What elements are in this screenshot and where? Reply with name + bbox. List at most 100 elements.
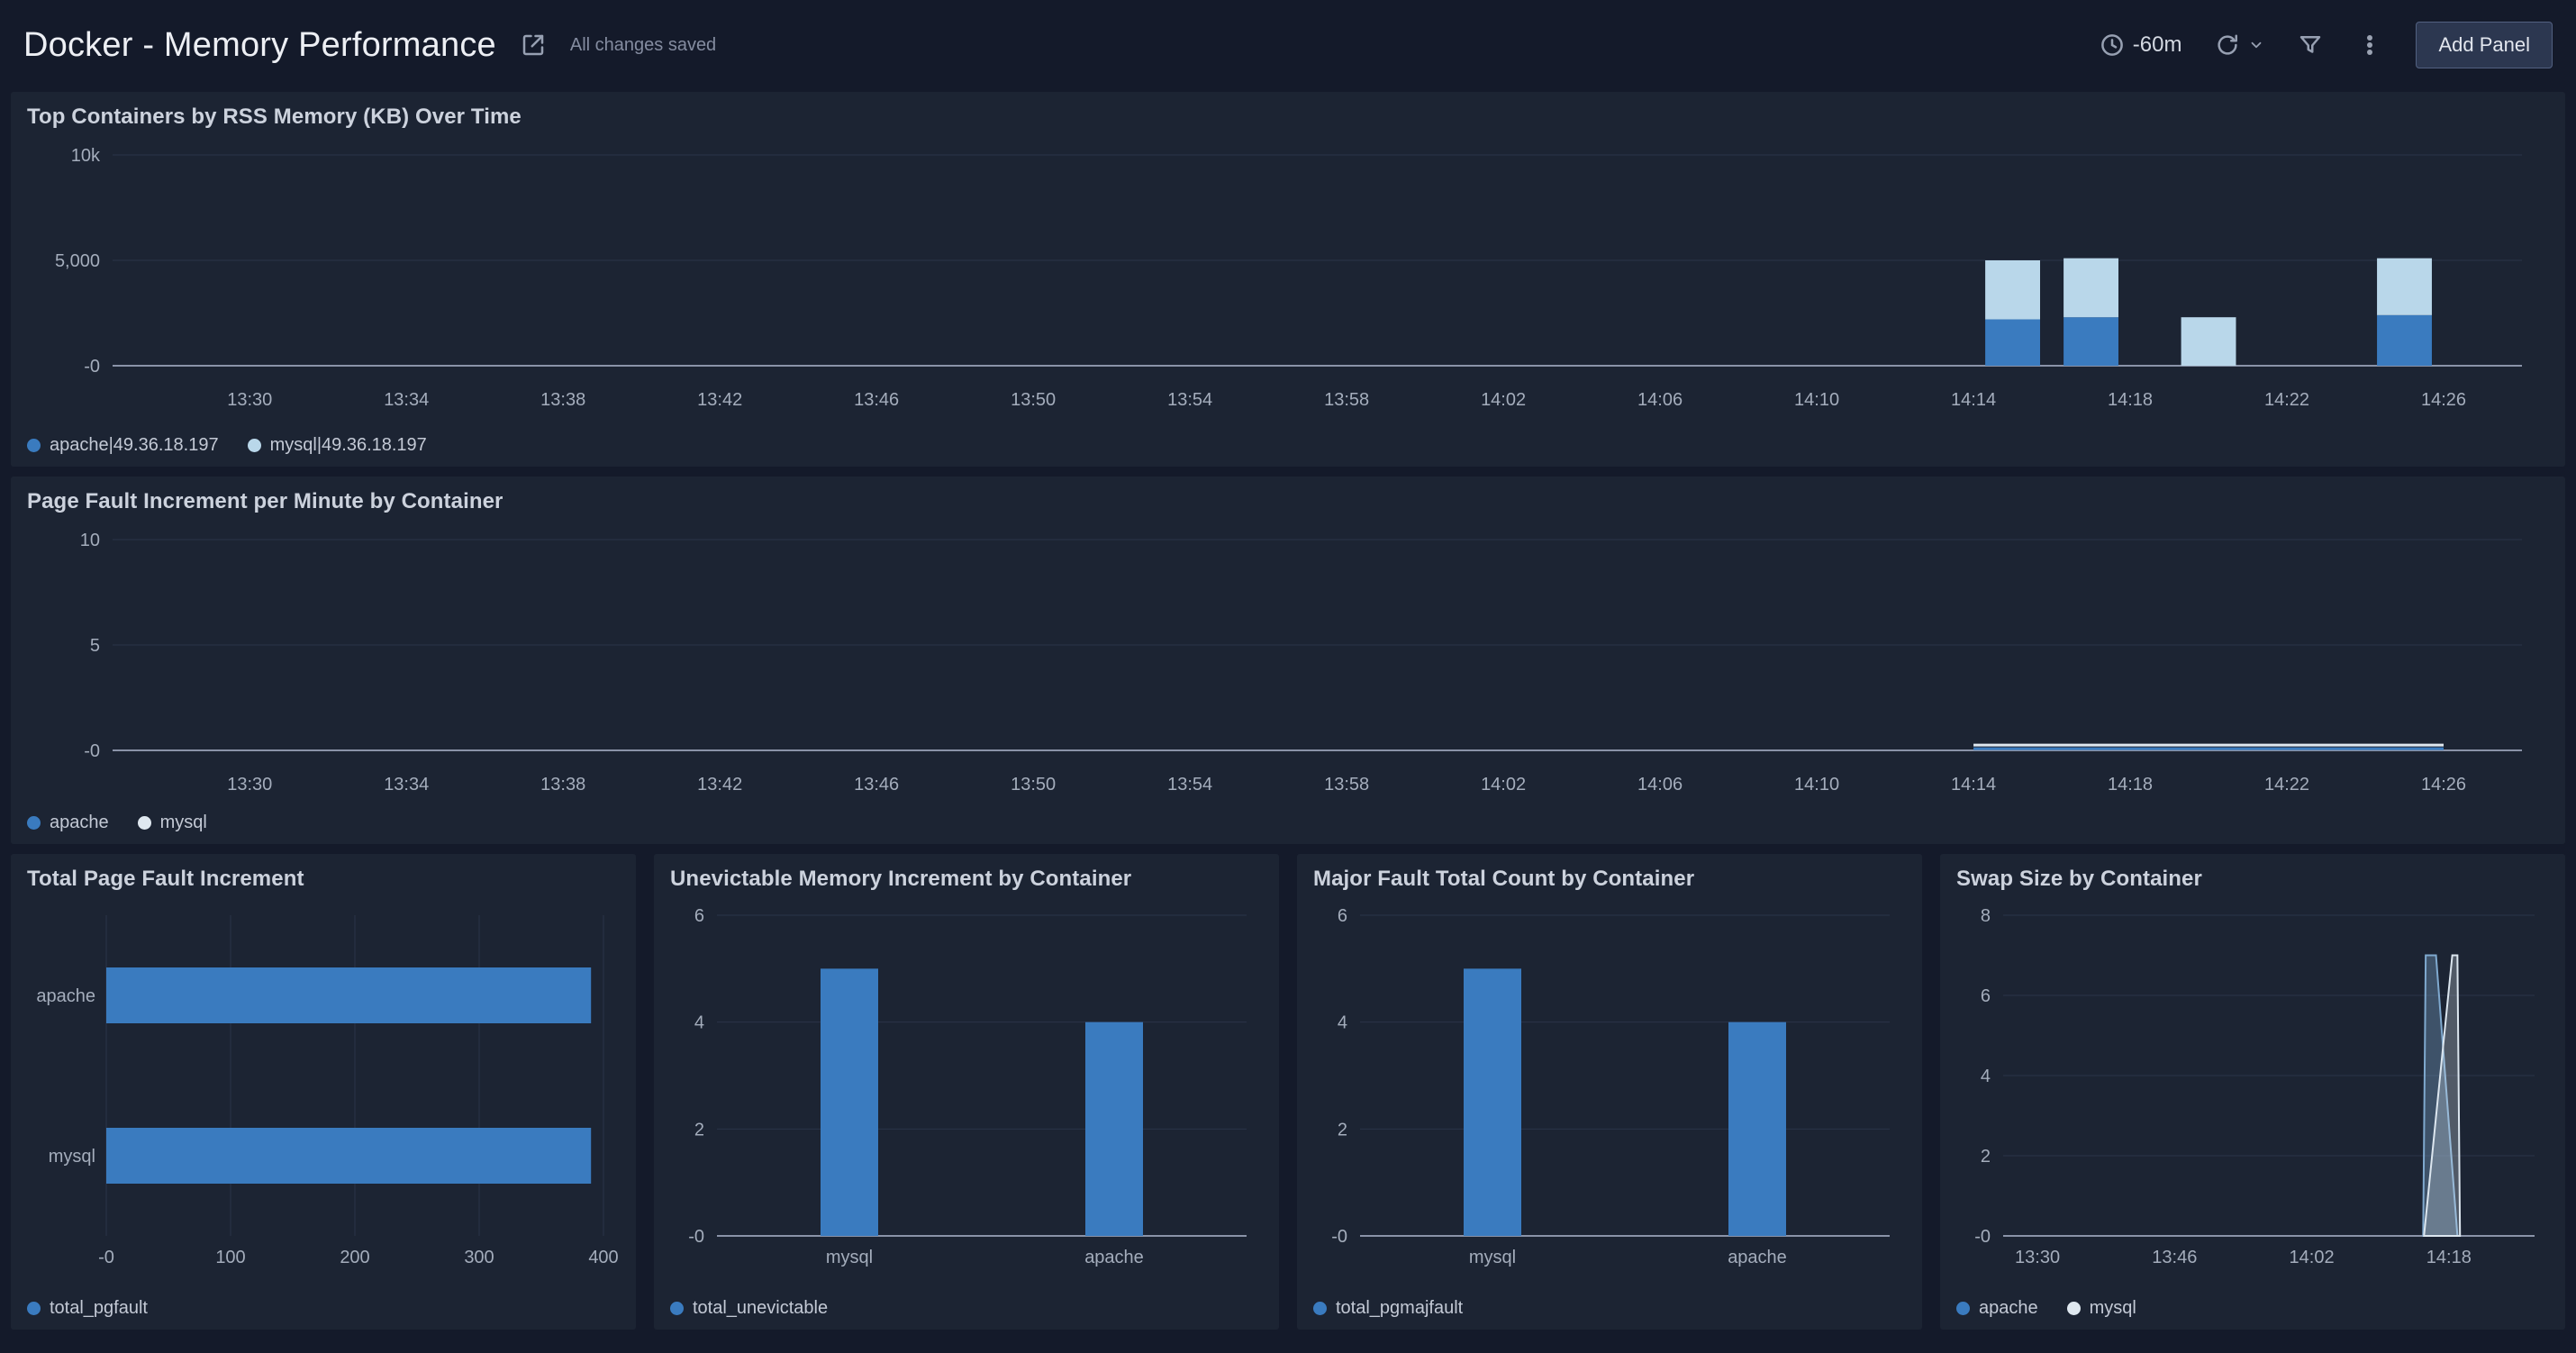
legend-item[interactable]: mysql [2066, 1298, 2136, 1319]
header-title-group: Docker - Memory Performance All changes … [23, 26, 716, 65]
major-fault-legend: total_pgmajfault [1313, 1291, 1906, 1319]
legend-label: total_unevictable [693, 1298, 829, 1318]
legend-label: mysql [2089, 1298, 2136, 1318]
svg-text:14:14: 14:14 [1951, 775, 1996, 795]
svg-text:13:46: 13:46 [854, 775, 899, 795]
svg-text:14:06: 14:06 [1637, 390, 1683, 410]
bottom-panel-row: Total Page Fault Increment -0 100 200 300 40… [11, 854, 2565, 1330]
svg-text:2: 2 [694, 1120, 704, 1140]
time-range-label: -60m [2132, 32, 2182, 57]
rss-memory-stacked-bar-chart[interactable]: -0 5,000 10k 13:30 13:34 13:38 13:42 13:46 13:50… [27, 139, 2549, 420]
filter-icon [2300, 36, 2321, 53]
svg-text:13:38: 13:38 [540, 390, 585, 410]
panel-title: Total Page Fault Increment [27, 867, 304, 891]
svg-text:300: 300 [464, 1248, 494, 1267]
clock-icon [2100, 34, 2123, 56]
share-button[interactable] [516, 28, 550, 62]
dashboard-body: Top Containers by RSS Memory (KB) Over T… [0, 90, 2576, 1340]
panel-major-fault-count: Major Fault Total Count by Container -0 2… [1297, 854, 1922, 1330]
svg-text:5,000: 5,000 [55, 251, 100, 271]
legend-label: total_pgfault [50, 1298, 148, 1318]
svg-text:10: 10 [80, 531, 100, 550]
svg-text:13:38: 13:38 [540, 775, 585, 795]
svg-text:apache: apache [1084, 1248, 1144, 1267]
header-controls: -60m Add Panel [2095, 22, 2553, 68]
legend-dot [2066, 1302, 2081, 1315]
panel-swap-size: Swap Size by Container -0 2 4 6 8 13:30 13:46 1… [1940, 854, 2565, 1330]
svg-text:-0: -0 [84, 357, 100, 377]
svg-text:-0: -0 [1974, 1227, 1991, 1247]
svg-text:14:06: 14:06 [1637, 775, 1683, 795]
svg-text:13:46: 13:46 [2152, 1248, 2197, 1267]
svg-text:-0: -0 [84, 741, 100, 761]
svg-text:14:26: 14:26 [2421, 775, 2466, 795]
legend-label: mysql [159, 813, 207, 832]
unevictable-memory-bar-chart[interactable]: -0 2 4 6 mysql apache [670, 901, 1263, 1279]
swap-size-legend: apache mysql [1956, 1291, 2549, 1319]
svg-text:4: 4 [694, 1013, 704, 1033]
legend-dot [247, 439, 261, 452]
svg-text:apache: apache [36, 986, 95, 1006]
svg-text:14:26: 14:26 [2421, 390, 2466, 410]
svg-text:13:58: 13:58 [1324, 775, 1369, 795]
legend-label: total_pgmajfault [1336, 1298, 1464, 1318]
total-page-fault-bar-chart[interactable]: -0 100 200 300 400 apache mysql [27, 901, 620, 1279]
kebab-menu-icon [2367, 35, 2373, 55]
legend-item[interactable]: mysql [137, 813, 207, 833]
more-options-button[interactable] [2353, 28, 2387, 62]
panel-title: Top Containers by RSS Memory (KB) Over T… [27, 104, 522, 129]
refresh-button[interactable] [2210, 28, 2268, 62]
svg-text:14:10: 14:10 [1794, 775, 1839, 795]
filter-button[interactable] [2293, 28, 2327, 62]
svg-text:400: 400 [588, 1248, 618, 1267]
legend-label: apache [1979, 1298, 2038, 1318]
legend-item[interactable]: total_pgmajfault [1313, 1298, 1463, 1319]
svg-text:14:18: 14:18 [2108, 775, 2153, 795]
legend-item[interactable]: apache [1956, 1298, 2038, 1319]
swap-size-area-chart[interactable]: -0 2 4 6 8 13:30 13:46 14:02 14:18 [1956, 901, 2549, 1279]
legend-dot [27, 439, 41, 452]
legend-item[interactable]: total_pgfault [27, 1298, 148, 1319]
add-panel-button[interactable]: Add Panel [2416, 22, 2553, 68]
panel-total-page-fault: Total Page Fault Increment -0 100 200 300 40… [11, 854, 636, 1330]
svg-text:mysql: mysql [49, 1147, 95, 1167]
legend-item[interactable]: mysql|49.36.18.197 [247, 435, 427, 456]
svg-text:4: 4 [1981, 1067, 1991, 1086]
svg-text:14:02: 14:02 [1481, 775, 1526, 795]
svg-text:13:42: 13:42 [697, 775, 742, 795]
svg-text:apache: apache [1728, 1248, 1787, 1267]
time-range-button[interactable]: -60m [2095, 28, 2186, 62]
dashboard-header: Docker - Memory Performance All changes … [0, 0, 2576, 90]
svg-text:13:34: 13:34 [384, 775, 429, 795]
legend-item[interactable]: apache|49.36.18.197 [27, 435, 219, 456]
svg-text:13:50: 13:50 [1011, 775, 1056, 795]
svg-text:14:18: 14:18 [2108, 390, 2153, 410]
legend-label: apache|49.36.18.197 [50, 435, 219, 455]
svg-text:6: 6 [1981, 986, 1991, 1006]
svg-text:13:54: 13:54 [1167, 775, 1212, 795]
svg-text:14:02: 14:02 [2290, 1248, 2335, 1267]
svg-text:14:18: 14:18 [2426, 1248, 2472, 1267]
svg-text:-0: -0 [1331, 1227, 1347, 1247]
rss-legend: apache|49.36.18.197 mysql|49.36.18.197 [27, 428, 2549, 456]
svg-text:13:46: 13:46 [854, 390, 899, 410]
svg-text:14:10: 14:10 [1794, 390, 1839, 410]
page-fault-line-chart[interactable]: -0 5 10 13:30 13:34 13:38 13:42 13:46 13:50 13:54… [27, 523, 2549, 804]
svg-text:8: 8 [1981, 906, 1991, 926]
svg-text:13:34: 13:34 [384, 390, 429, 410]
save-status: All changes saved [569, 34, 717, 55]
legend-dot [1956, 1302, 1970, 1315]
legend-item[interactable]: total_unevictable [670, 1298, 828, 1319]
svg-text:mysql: mysql [1469, 1248, 1516, 1267]
svg-text:6: 6 [694, 906, 704, 926]
share-icon [522, 34, 544, 56]
page-fault-legend: apache mysql [27, 805, 2549, 833]
svg-text:14:22: 14:22 [2264, 775, 2309, 795]
svg-text:13:30: 13:30 [2015, 1248, 2060, 1267]
svg-text:14:14: 14:14 [1951, 390, 1996, 410]
panel-title: Page Fault Increment per Minute by Conta… [27, 489, 503, 513]
legend-item[interactable]: apache [27, 813, 109, 833]
svg-text:-0: -0 [688, 1227, 704, 1247]
svg-text:6: 6 [1338, 906, 1347, 926]
major-fault-bar-chart[interactable]: -0 2 4 6 mysql apache [1313, 901, 1906, 1279]
